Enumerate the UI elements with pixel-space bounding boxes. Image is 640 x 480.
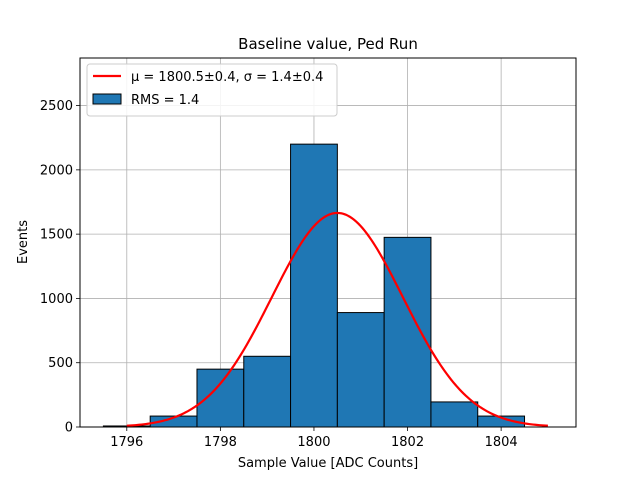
histogram-bar [243,355,292,428]
histogram-bar [196,368,245,428]
y-tick-label: 2500 [40,99,73,114]
legend-histogram-label: RMS = 1.4 [131,93,199,108]
histogram-bar [290,143,338,428]
y-axis-ticks: 0 500 1000 1500 2000 2500 [40,99,80,436]
gaussian-fit-curve [126,211,548,427]
x-tick-label: 1798 [204,435,237,450]
x-axis-label: Sample Value [ADC Counts] [238,456,418,471]
fit-curve-layer [126,211,548,427]
x-tick-label: 1804 [485,435,518,450]
x-tick-label: 1800 [297,435,330,450]
chart-title: Baseline value, Ped Run [238,35,418,53]
x-tick-label: 1802 [391,435,424,450]
x-axis-ticks: 1796 1798 1800 1802 1804 [110,427,518,450]
legend-fit-label: μ = 1800.5±0.4, σ = 1.4±0.4 [131,70,323,85]
histogram-bar [383,236,432,428]
y-tick-label: 1000 [40,292,73,307]
histogram-bar [336,312,385,428]
x-tick-label: 1796 [110,435,143,450]
y-tick-label: 1500 [40,228,73,243]
histogram-bar [430,401,479,428]
plot-frame [79,57,577,428]
y-tick-label: 2000 [40,163,73,178]
legend: μ = 1800.5±0.4, σ = 1.4±0.4 RMS = 1.4 [86,63,338,117]
y-tick-label: 0 [65,421,73,436]
legend-histogram-swatch [92,93,122,105]
legend-box [86,63,338,117]
y-tick-label: 500 [48,356,73,371]
y-axis-label: Events [16,220,31,264]
